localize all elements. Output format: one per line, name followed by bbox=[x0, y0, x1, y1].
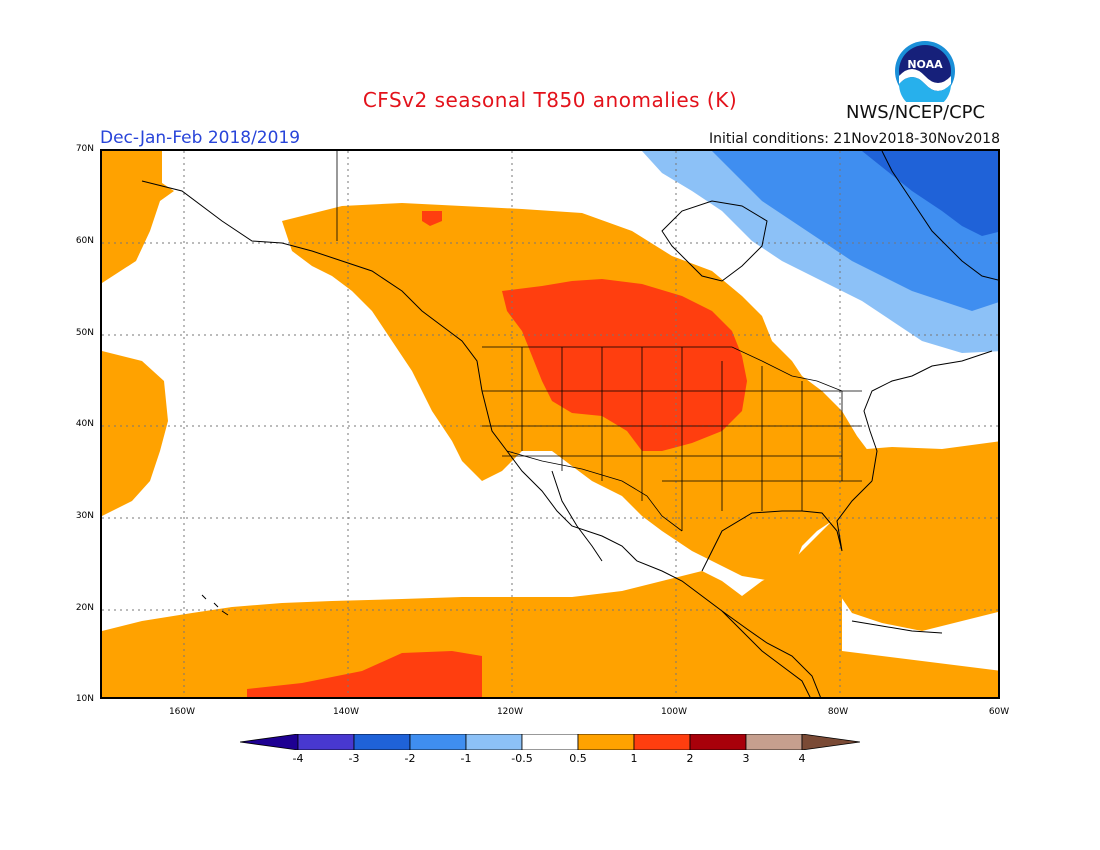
logo-text: NOAA bbox=[907, 58, 943, 71]
warm-anomaly-strong bbox=[247, 211, 747, 697]
lon-label-100w: 100W bbox=[660, 707, 688, 717]
lon-label-80w: 80W bbox=[827, 707, 849, 717]
colorbar bbox=[239, 733, 861, 754]
lat-label-50n: 50N bbox=[75, 328, 94, 338]
lat-label-20n: 20N bbox=[75, 603, 94, 613]
lat-label-30n: 30N bbox=[75, 511, 94, 521]
colorbar-swatch-0 bbox=[239, 733, 299, 751]
colorbar-swatch-3 bbox=[409, 733, 467, 751]
colorbar-label-neg1: -1 bbox=[460, 752, 472, 765]
colorbar-swatch-8 bbox=[689, 733, 747, 751]
colorbar-swatch-4 bbox=[465, 733, 523, 751]
colorbar-label-pos1: 1 bbox=[630, 752, 638, 765]
colorbar-label-neg2: -2 bbox=[404, 752, 416, 765]
colorbar-swatch-1 bbox=[297, 733, 355, 751]
lat-label-10n: 10N bbox=[75, 694, 94, 704]
season-label: Dec-Jan-Feb 2018/2019 bbox=[100, 128, 301, 148]
colorbar-swatch-5 bbox=[521, 733, 579, 751]
lat-label-60n: 60N bbox=[75, 236, 94, 246]
anomaly-map bbox=[100, 149, 1000, 699]
cool-anomaly-dark bbox=[862, 151, 998, 236]
colorbar-label-pos05: 0.5 bbox=[569, 752, 587, 765]
colorbar-swatch-9 bbox=[745, 733, 803, 751]
anomaly-map-svg bbox=[102, 151, 998, 697]
colorbar-label-pos2: 2 bbox=[686, 752, 694, 765]
lon-label-120w: 120W bbox=[496, 707, 524, 717]
lat-label-70n: 70N bbox=[75, 144, 94, 154]
colorbar-label-pos3: 3 bbox=[742, 752, 750, 765]
lon-label-140w: 140W bbox=[332, 707, 360, 717]
political-borders bbox=[336, 151, 862, 532]
colorbar-label-neg4: -4 bbox=[292, 752, 304, 765]
noaa-logo: NOAA bbox=[894, 40, 956, 110]
colorbar-swatch-7 bbox=[633, 733, 691, 751]
colorbar-swatch-2 bbox=[353, 733, 411, 751]
map-title: CFSv2 seasonal T850 anomalies (K) bbox=[362, 88, 738, 112]
lat-label-40n: 40N bbox=[75, 419, 94, 429]
colorbar-swatch-6 bbox=[577, 733, 635, 751]
graticule bbox=[102, 151, 998, 697]
colorbar-label-pos4: 4 bbox=[798, 752, 806, 765]
lon-label-160w: 160W bbox=[168, 707, 196, 717]
colorbar-swatch-10 bbox=[801, 733, 861, 751]
colorbar-label-neg05: -0.5 bbox=[511, 752, 533, 765]
lon-label-60w: 60W bbox=[988, 707, 1010, 717]
initial-conditions-label: Initial conditions: 21Nov2018-30Nov2018 bbox=[709, 131, 1000, 147]
colorbar-label-neg3: -3 bbox=[348, 752, 360, 765]
agency-label: NWS/NCEP/CPC bbox=[846, 102, 986, 123]
